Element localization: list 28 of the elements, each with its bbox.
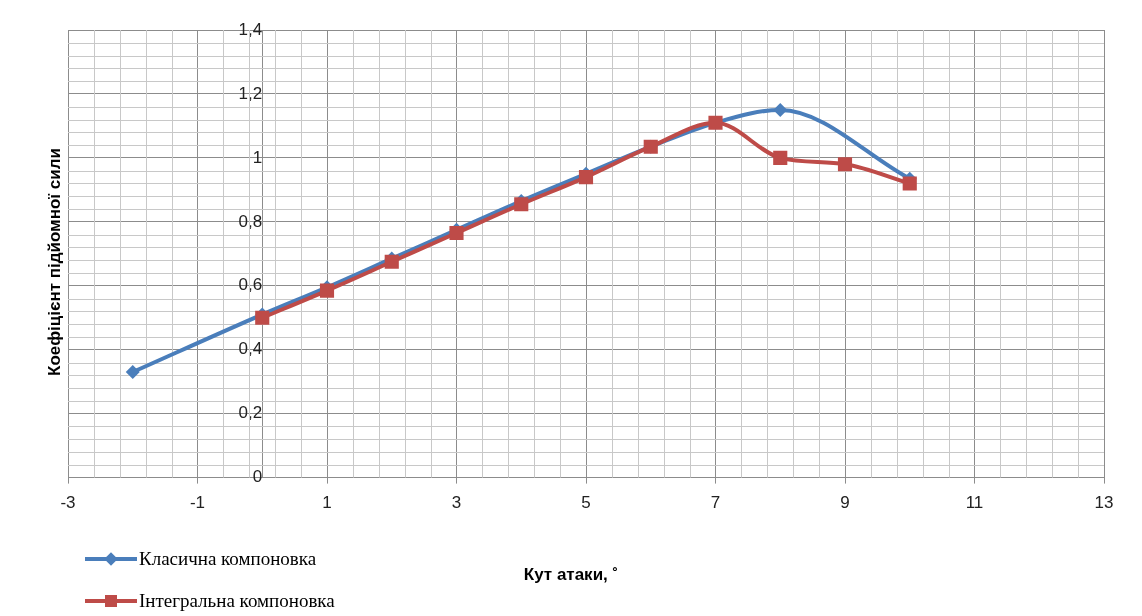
point xyxy=(773,102,788,117)
x-axis-title: Кут атаки, ˚ xyxy=(523,565,619,584)
y-tick-label: 0,6 xyxy=(238,275,263,295)
y-tick-label: 0 xyxy=(252,467,263,487)
legend-label: Інтегральна компоновка xyxy=(139,590,335,612)
point xyxy=(578,170,594,185)
x-tick-label: 9 xyxy=(840,493,850,513)
x-tick-label: 11 xyxy=(965,493,984,513)
point xyxy=(837,157,853,172)
point xyxy=(449,225,464,241)
point xyxy=(773,150,788,165)
y-tick-label: 1 xyxy=(252,147,263,167)
x-tick-label: 1 xyxy=(322,493,332,513)
y-tick-label: 1,4 xyxy=(238,19,263,39)
x-tick-label: 13 xyxy=(1094,493,1114,513)
point xyxy=(902,176,917,191)
y-axis-title: Коефіцієнт підйомної сили xyxy=(45,148,65,376)
x-tick-label: -3 xyxy=(60,493,76,513)
y-tick-label: 0,4 xyxy=(238,339,263,359)
y-tick-label: 1,2 xyxy=(238,83,263,103)
x-tick-label: 5 xyxy=(581,493,591,513)
y-tick-label: 0,8 xyxy=(238,211,263,231)
x-tick-label: 7 xyxy=(710,493,721,513)
y-tick-label: 0,2 xyxy=(238,403,263,423)
legend-label: Класична компоновка xyxy=(139,548,317,570)
x-tick-label: -1 xyxy=(189,493,206,513)
point xyxy=(125,365,140,380)
x-tick-label: 3 xyxy=(451,493,462,513)
